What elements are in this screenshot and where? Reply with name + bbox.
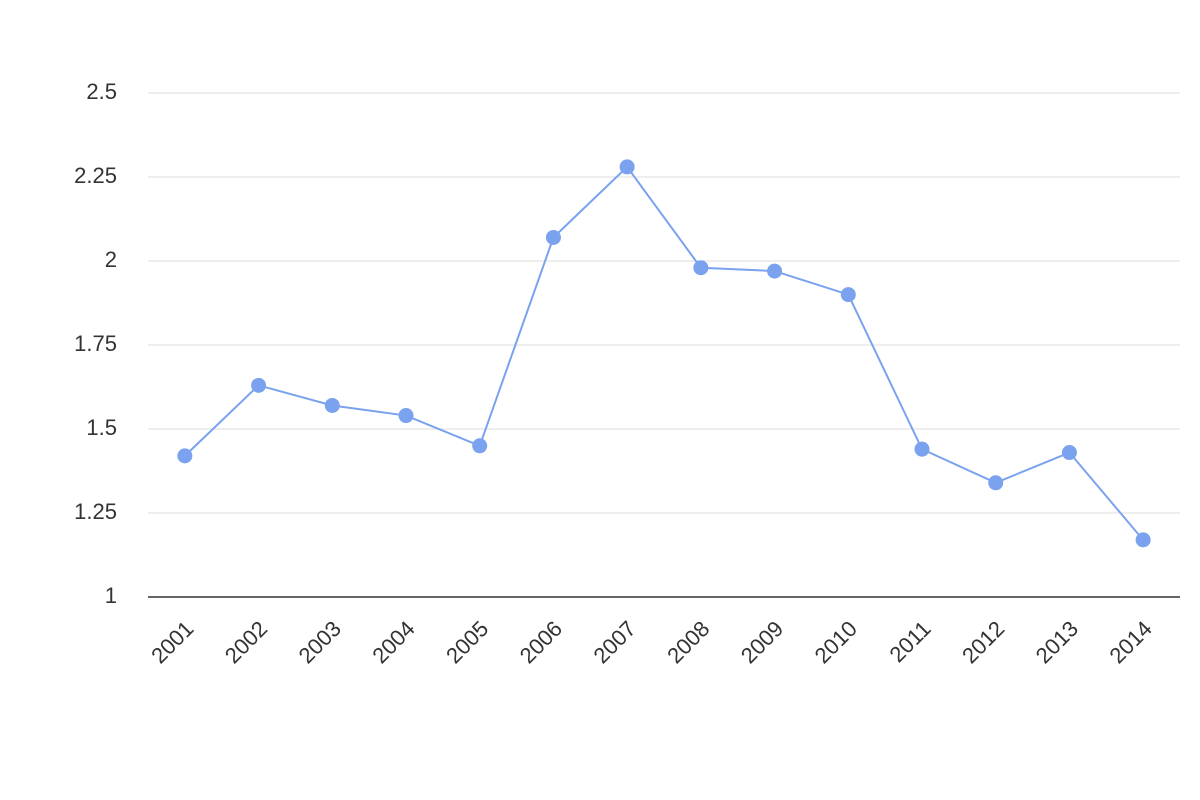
x-tick-label: 2011 xyxy=(885,616,936,667)
y-tick-label: 1.75 xyxy=(74,331,117,356)
x-tick-label: 2004 xyxy=(367,616,419,668)
y-tick-label: 2 xyxy=(105,247,117,272)
y-tick-label: 1.5 xyxy=(86,415,117,440)
x-tick-label: 2003 xyxy=(294,616,346,668)
x-tick-label: 2007 xyxy=(588,616,640,668)
y-tick-label: 1 xyxy=(105,583,117,608)
y-tick-label: 2.5 xyxy=(86,79,117,104)
point xyxy=(693,260,709,276)
x-tick-label: 2014 xyxy=(1104,616,1156,668)
x-tick-label: 2002 xyxy=(220,616,272,668)
point xyxy=(767,263,783,279)
point xyxy=(914,441,930,457)
point xyxy=(619,159,635,175)
point xyxy=(840,287,856,303)
point xyxy=(545,229,561,245)
x-tick-label: 2012 xyxy=(957,616,1009,668)
x-tick-label: 2010 xyxy=(810,616,862,668)
point xyxy=(988,475,1004,491)
line xyxy=(184,165,1144,541)
point xyxy=(251,377,267,393)
x-tick-label: 2005 xyxy=(441,616,493,668)
x-tick-label: 2006 xyxy=(515,616,567,668)
x-tick-label: 2013 xyxy=(1031,616,1083,668)
x-tick-label: 2009 xyxy=(736,616,788,668)
point xyxy=(177,448,193,464)
point xyxy=(398,408,414,424)
x-tick-label: 2001 xyxy=(146,616,198,668)
x-tick-label: 2008 xyxy=(662,616,714,668)
point xyxy=(1135,532,1151,548)
point xyxy=(1061,445,1077,461)
y-tick-label: 1.25 xyxy=(74,499,117,524)
y-tick-label: 2.25 xyxy=(74,163,117,188)
point xyxy=(472,438,488,454)
point xyxy=(324,397,340,413)
